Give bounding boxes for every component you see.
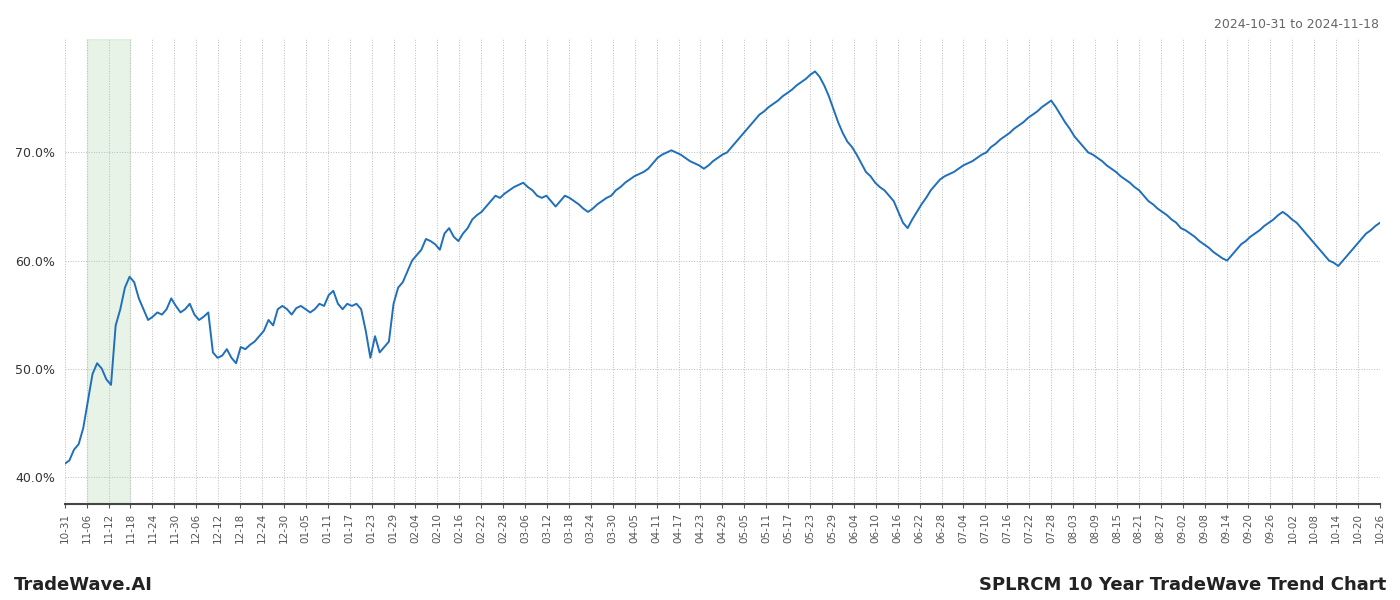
Text: TradeWave.AI: TradeWave.AI: [14, 576, 153, 594]
Text: 2024-10-31 to 2024-11-18: 2024-10-31 to 2024-11-18: [1214, 18, 1379, 31]
Text: SPLRCM 10 Year TradeWave Trend Chart: SPLRCM 10 Year TradeWave Trend Chart: [979, 576, 1386, 594]
Bar: [87, 39, 130, 504]
